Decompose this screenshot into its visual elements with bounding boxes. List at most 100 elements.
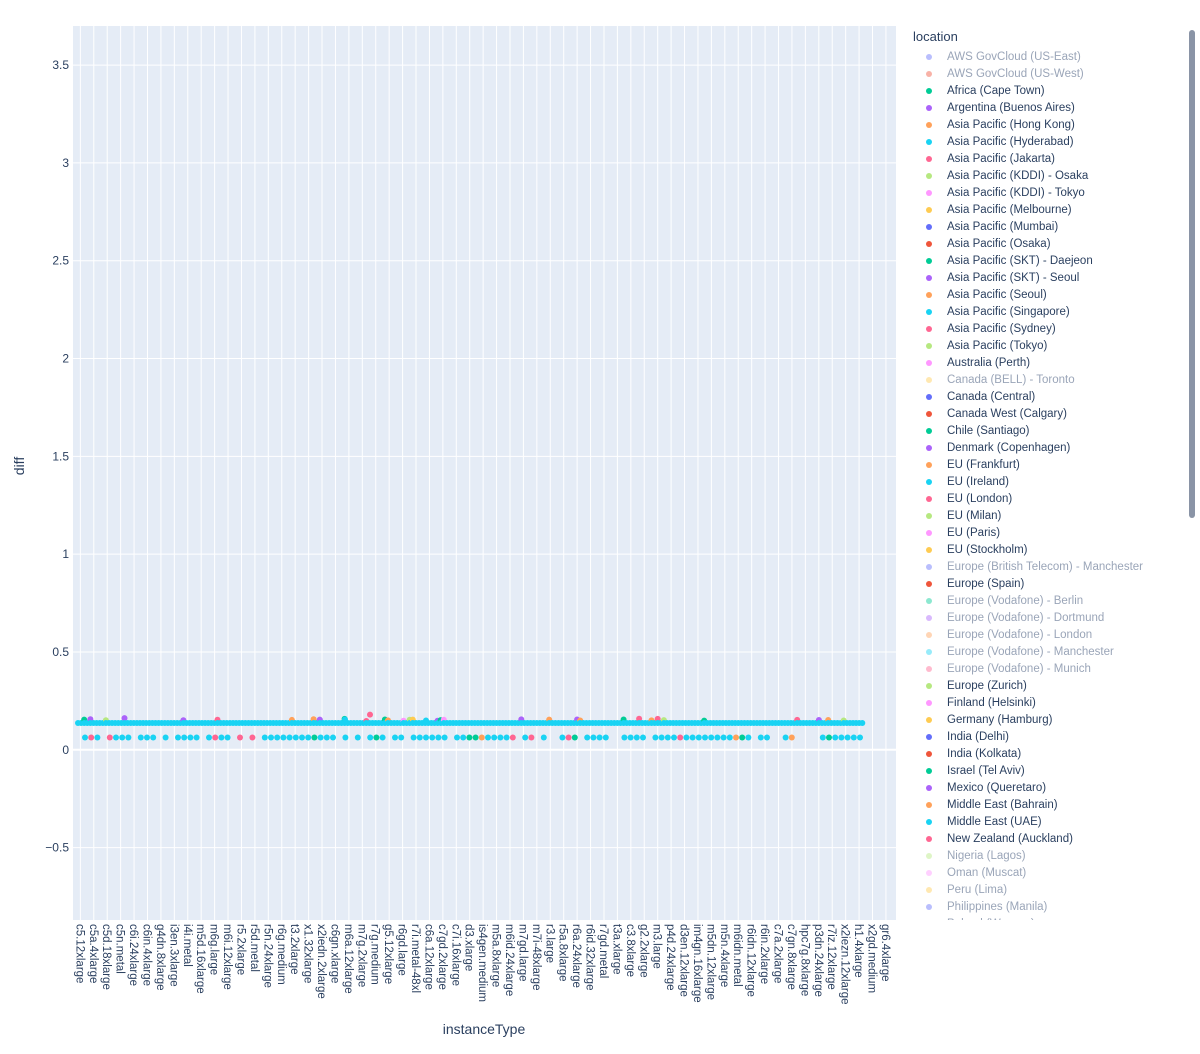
legend-item[interactable]: Asia Pacific (Tokyo)	[906, 337, 1176, 354]
legend-item[interactable]: Germany (Hamburg)	[906, 711, 1176, 728]
legend-item[interactable]: Israel (Tel Aviv)	[906, 762, 1176, 779]
legend-item[interactable]: Finland (Helsinki)	[906, 694, 1176, 711]
legend-item[interactable]: Asia Pacific (SKT) - Daejeon	[906, 252, 1176, 269]
legend-item[interactable]: Africa (Cape Town)	[906, 82, 1176, 99]
legend-item[interactable]: New Zealand (Auckland)	[906, 830, 1176, 847]
legend-marker-icon	[926, 308, 932, 315]
data-point	[137, 734, 144, 741]
data-point	[720, 734, 727, 741]
legend-item[interactable]: Asia Pacific (KDDI) - Osaka	[906, 167, 1176, 184]
legend-item[interactable]: Oman (Muscat)	[906, 864, 1176, 881]
legend-item[interactable]: EU (London)	[906, 490, 1176, 507]
legend-item[interactable]: Mexico (Queretaro)	[906, 779, 1176, 796]
legend-item[interactable]: Canada West (Calgary)	[906, 405, 1176, 422]
legend-item[interactable]: Europe (Spain)	[906, 575, 1176, 592]
legend-item[interactable]: India (Kolkata)	[906, 745, 1176, 762]
legend-item[interactable]: Europe (Vodafone) - Manchester	[906, 643, 1176, 660]
legend-item[interactable]: EU (Milan)	[906, 507, 1176, 524]
legend-item[interactable]: Australia (Perth)	[906, 354, 1176, 371]
legend-label: Australia (Perth)	[947, 356, 1031, 369]
legend-item[interactable]: Europe (Vodafone) - Munich	[906, 660, 1176, 677]
legend-item[interactable]: Europe (Vodafone) - Dortmund	[906, 609, 1176, 626]
legend-marker-icon	[926, 682, 932, 689]
legend-item[interactable]: EU (Paris)	[906, 524, 1176, 541]
legend-item[interactable]: Asia Pacific (Hyderabad)	[906, 133, 1176, 150]
data-point	[671, 734, 677, 741]
legend-item[interactable]: Asia Pacific (Singapore)	[906, 303, 1176, 320]
legend-item[interactable]: Middle East (UAE)	[906, 813, 1176, 830]
legend-marker-icon	[926, 393, 932, 400]
data-point	[708, 734, 715, 741]
legend-item[interactable]: Nigeria (Lagos)	[906, 847, 1176, 864]
legend-item[interactable]: AWS GovCloud (US-East)	[906, 48, 1176, 65]
legend-item[interactable]: Chile (Santiago)	[906, 422, 1176, 439]
x-tick-label: m6g.large	[208, 924, 220, 975]
data-point	[478, 734, 485, 741]
legend-item[interactable]: Asia Pacific (KDDI) - Tokyo	[906, 184, 1176, 201]
legend-item[interactable]: Asia Pacific (Hong Kong)	[906, 116, 1176, 133]
data-point	[311, 734, 318, 741]
legend-label: EU (London)	[947, 492, 1013, 505]
legend-item[interactable]: Asia Pacific (Osaka)	[906, 235, 1176, 252]
data-point	[323, 734, 330, 741]
legend-item[interactable]: Europe (British Telecom) - Manchester	[906, 558, 1176, 575]
legend-marker-icon	[926, 121, 932, 128]
legend-scrollbar[interactable]	[1189, 30, 1195, 518]
legend-item[interactable]: Canada (Central)	[906, 388, 1176, 405]
legend-item[interactable]: Middle East (Bahrain)	[906, 796, 1176, 813]
legend-item[interactable]: Philippines (Manila)	[906, 898, 1176, 915]
x-tick-label: r6a.24xlarge	[570, 924, 582, 988]
legend-marker-icon	[926, 172, 932, 179]
legend-item[interactable]: AWS GovCloud (US-West)	[906, 65, 1176, 82]
data-point	[503, 734, 510, 741]
legend-item[interactable]: Asia Pacific (Jakarta)	[906, 150, 1176, 167]
x-tick-label: r6in.2xlarge	[758, 924, 770, 984]
x-tick-label: x2iedn.2xlarge	[315, 924, 327, 999]
legend-label: Canada West (Calgary)	[947, 407, 1067, 420]
legend-item[interactable]: Peru (Lima)	[906, 881, 1176, 898]
data-point	[850, 734, 857, 741]
x-tick-label: r6gd.large	[396, 924, 408, 976]
legend-marker-icon	[926, 53, 932, 60]
legend-item[interactable]: Europe (Vodafone) - London	[906, 626, 1176, 643]
legend-label: Asia Pacific (KDDI) - Osaka	[947, 169, 1089, 182]
data-point	[121, 715, 128, 722]
y-tick-label: −0.5	[45, 841, 69, 855]
legend-item[interactable]: Europe (Vodafone) - Berlin	[906, 592, 1176, 609]
legend-item[interactable]: Asia Pacific (Seoul)	[906, 286, 1176, 303]
legend-item[interactable]: Canada (BELL) - Toronto	[906, 371, 1176, 388]
legend-item[interactable]: EU (Stockholm)	[906, 541, 1176, 558]
legend-item[interactable]: Asia Pacific (Mumbai)	[906, 218, 1176, 235]
data-point	[379, 734, 386, 741]
data-point	[175, 734, 181, 741]
legend-label: Middle East (Bahrain)	[947, 798, 1058, 811]
legend-marker-icon	[926, 716, 932, 723]
legend-marker-icon	[926, 155, 932, 162]
data-point	[435, 734, 442, 741]
data-point	[317, 734, 324, 741]
legend-item[interactable]: Denmark (Copenhagen)	[906, 439, 1176, 456]
data-points	[75, 711, 866, 741]
data-point	[224, 734, 231, 741]
x-tick-label: c5d.18xlarge	[100, 924, 112, 990]
y-tick-label: 3.5	[52, 58, 69, 72]
legend-item[interactable]: Europe (Zurich)	[906, 677, 1176, 694]
legend-item[interactable]: Argentina (Buenos Aires)	[906, 99, 1176, 116]
legend-item[interactable]: EU (Frankfurt)	[906, 456, 1176, 473]
data-point	[150, 734, 157, 741]
data-point	[640, 734, 646, 741]
data-point	[94, 734, 101, 741]
legend-item[interactable]: EU (Ireland)	[906, 473, 1176, 490]
data-point	[528, 734, 535, 741]
legend-item[interactable]: Asia Pacific (Melbourne)	[906, 201, 1176, 218]
legend-item[interactable]: India (Delhi)	[906, 728, 1176, 745]
data-point	[330, 734, 336, 741]
legend-label: Nigeria (Lagos)	[947, 849, 1026, 862]
y-tick-label: 0	[62, 743, 69, 757]
legend-marker-icon	[926, 189, 932, 196]
legend-item[interactable]: Poland (Warsaw)	[906, 915, 1176, 921]
data-point	[819, 734, 826, 741]
legend-item[interactable]: Asia Pacific (Sydney)	[906, 320, 1176, 337]
legend-item[interactable]: Asia Pacific (SKT) - Seoul	[906, 269, 1176, 286]
x-tick-label: c6gn.xlarge	[328, 924, 340, 983]
